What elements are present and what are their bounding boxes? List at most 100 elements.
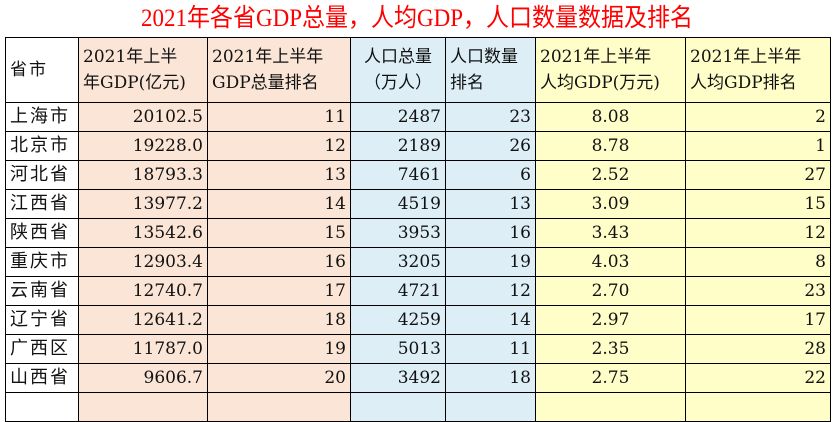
per-capita-gdp-cell: 4.03 <box>535 247 686 277</box>
province-cell: 北京市 <box>5 131 79 161</box>
table-row: 江西省 13977.2 14 4519 13 3.09 15 <box>5 189 831 219</box>
gdp-rank-cell: 14 <box>207 189 351 219</box>
province-cell: 上海市 <box>5 102 79 132</box>
table-row: 山西省 9606.7 20 3492 18 2.75 22 <box>5 363 831 393</box>
province-cell: 重庆市 <box>5 247 79 277</box>
population-cell: 3492 <box>350 363 446 393</box>
header-per-capita-rank-line2: 人均GDP排名 <box>690 73 797 93</box>
population-cell: 4519 <box>350 189 446 219</box>
header-gdp-rank-line2: GDP总量排名 <box>212 73 319 93</box>
population-rank-cell: 6 <box>445 160 536 190</box>
gdp-cell-empty <box>78 392 208 422</box>
gdp-cell: 12740.7 <box>78 276 208 306</box>
header-population-line1: 人口总量 <box>364 47 432 67</box>
population-rank-cell: 13 <box>445 189 536 219</box>
population-rank-cell-empty <box>445 392 536 422</box>
header-province: 省市 <box>5 37 79 103</box>
table-row: 广西区 11787.0 19 5013 11 2.35 28 <box>5 334 831 364</box>
per-capita-gdp-cell: 8.78 <box>535 131 686 161</box>
population-rank-cell: 18 <box>445 363 536 393</box>
gdp-rank-cell: 19 <box>207 334 351 364</box>
table-row: 河北省 18793.3 13 7461 6 2.52 27 <box>5 160 831 190</box>
per-capita-gdp-cell: 3.43 <box>535 218 686 248</box>
table-row-partial <box>5 392 831 422</box>
gdp-cell: 12641.2 <box>78 305 208 335</box>
gdp-ranking-table: 省市 2021年上半 年GDP(亿元) 2021年上半年 GDP总量排名 人口总… <box>5 37 831 422</box>
header-per-capita-rank-line1: 2021年上半年 <box>690 47 802 67</box>
gdp-cell: 20102.5 <box>78 102 208 132</box>
per-capita-rank-cell: 12 <box>685 218 831 248</box>
header-population-rank-line2: 排名 <box>450 73 484 93</box>
header-gdp-rank: 2021年上半年 GDP总量排名 <box>207 37 351 103</box>
gdp-cell: 12903.4 <box>78 247 208 277</box>
header-per-capita-line1: 2021年上半年 <box>540 47 652 67</box>
table-row: 上海市 20102.5 11 2487 23 8.08 2 <box>5 102 831 132</box>
population-rank-cell: 16 <box>445 218 536 248</box>
province-cell: 广西区 <box>5 334 79 364</box>
per-capita-rank-cell: 22 <box>685 363 831 393</box>
header-gdp-rank-line1: 2021年上半年 <box>212 47 324 67</box>
table-row: 陕西省 13542.6 15 3953 16 3.43 12 <box>5 218 831 248</box>
per-capita-rank-cell: 2 <box>685 102 831 132</box>
population-cell: 2189 <box>350 131 446 161</box>
gdp-rank-cell: 11 <box>207 102 351 132</box>
per-capita-rank-cell: 15 <box>685 189 831 219</box>
population-cell: 7461 <box>350 160 446 190</box>
header-gdp: 2021年上半 年GDP(亿元) <box>78 37 208 103</box>
header-population-line2: （万人） <box>364 73 432 93</box>
population-rank-cell: 11 <box>445 334 536 364</box>
per-capita-gdp-cell: 3.09 <box>535 189 686 219</box>
province-cell: 山西省 <box>5 363 79 393</box>
header-gdp-line1: 2021年上半 <box>83 47 178 67</box>
table-row: 重庆市 12903.4 16 3205 19 4.03 8 <box>5 247 831 277</box>
gdp-rank-cell: 12 <box>207 131 351 161</box>
gdp-cell: 11787.0 <box>78 334 208 364</box>
per-capita-gdp-cell: 2.35 <box>535 334 686 364</box>
gdp-cell: 18793.3 <box>78 160 208 190</box>
per-capita-gdp-cell: 2.70 <box>535 276 686 306</box>
gdp-cell: 13977.2 <box>78 189 208 219</box>
header-population: 人口总量 （万人） <box>350 37 446 103</box>
header-per-capita-rank: 2021年上半年 人均GDP排名 <box>685 37 831 103</box>
per-capita-rank-cell: 8 <box>685 247 831 277</box>
header-gdp-line2: 年GDP(亿元) <box>83 73 186 93</box>
population-cell-empty <box>350 392 446 422</box>
gdp-rank-cell: 17 <box>207 276 351 306</box>
gdp-cell: 19228.0 <box>78 131 208 161</box>
province-cell: 江西省 <box>5 189 79 219</box>
province-cell: 辽宁省 <box>5 305 79 335</box>
per-capita-gdp-cell: 2.52 <box>535 160 686 190</box>
population-rank-cell: 12 <box>445 276 536 306</box>
gdp-rank-cell-empty <box>207 392 351 422</box>
gdp-rank-cell: 20 <box>207 363 351 393</box>
population-cell: 2487 <box>350 102 446 132</box>
population-cell: 3953 <box>350 218 446 248</box>
gdp-cell: 9606.7 <box>78 363 208 393</box>
header-population-rank-line1: 人口数量 <box>450 47 518 67</box>
per-capita-rank-cell: 1 <box>685 131 831 161</box>
province-cell: 河北省 <box>5 160 79 190</box>
page-title: 2021年各省GDP总量，人均GDP，人口数量数据及排名 <box>140 5 694 32</box>
gdp-cell: 13542.6 <box>78 218 208 248</box>
per-capita-gdp-cell: 8.08 <box>535 102 686 132</box>
population-rank-cell: 19 <box>445 247 536 277</box>
table-row: 北京市 19228.0 12 2189 26 8.78 1 <box>5 131 831 161</box>
province-cell: 云南省 <box>5 276 79 306</box>
gdp-rank-cell: 13 <box>207 160 351 190</box>
per-capita-gdp-cell-empty <box>535 392 686 422</box>
gdp-rank-cell: 15 <box>207 218 351 248</box>
table-row: 云南省 12740.7 17 4721 12 2.70 23 <box>5 276 831 306</box>
per-capita-gdp-cell: 2.75 <box>535 363 686 393</box>
province-cell: 陕西省 <box>5 218 79 248</box>
population-rank-cell: 23 <box>445 102 536 132</box>
header-per-capita-line2: 人均GDP(万元) <box>540 73 660 93</box>
per-capita-rank-cell: 28 <box>685 334 831 364</box>
population-rank-cell: 14 <box>445 305 536 335</box>
per-capita-rank-cell-empty <box>685 392 831 422</box>
header-population-rank: 人口数量 排名 <box>445 37 536 103</box>
population-cell: 3205 <box>350 247 446 277</box>
header-per-capita-gdp: 2021年上半年 人均GDP(万元) <box>535 37 686 103</box>
population-cell: 4721 <box>350 276 446 306</box>
population-rank-cell: 26 <box>445 131 536 161</box>
per-capita-gdp-cell: 2.97 <box>535 305 686 335</box>
